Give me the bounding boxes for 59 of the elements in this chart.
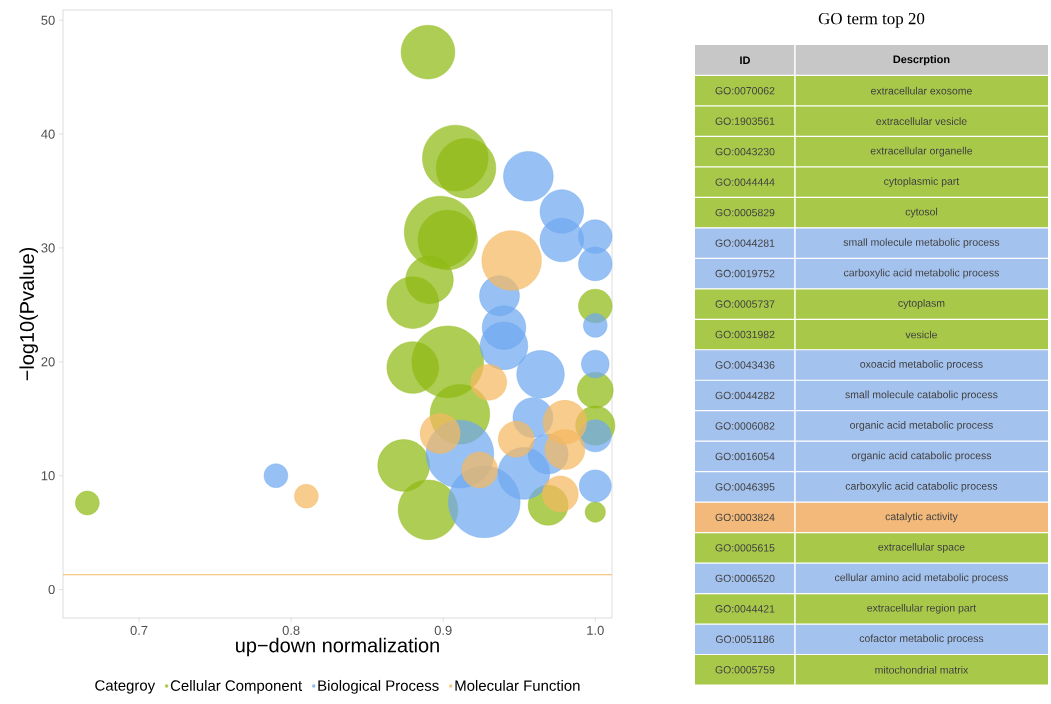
x-tick-label: 0.8 xyxy=(282,625,300,635)
category-label: GO:0003824 xyxy=(715,513,775,522)
category-label: cytoplasmic part xyxy=(884,177,960,188)
category-label: GO:1903561 xyxy=(715,117,775,125)
category-label: extracellular organelle xyxy=(870,146,973,157)
category-label: small molecule metabolic process xyxy=(843,238,1000,248)
category-label: extracellular exosome xyxy=(871,86,972,95)
category-label: oxoacid metabolic process xyxy=(860,360,983,370)
category-label: GO:0044282 xyxy=(715,391,775,400)
y-tick-label: 0 xyxy=(48,584,55,595)
category-label: GO:0044444 xyxy=(715,178,775,186)
category-label: ID xyxy=(740,56,750,64)
category-label: GO:0005737 xyxy=(715,300,775,308)
y-tick-label: 10 xyxy=(41,471,55,481)
category-label: small molecule catabolic process xyxy=(845,390,998,401)
category-label: GO:0019752 xyxy=(715,269,775,278)
legend-label: Molecular Function xyxy=(455,679,580,691)
x-tick-label: 1.0 xyxy=(587,625,604,635)
category-label: Descrption xyxy=(893,55,950,66)
legend-title: Categroy xyxy=(95,680,156,694)
category-label: GO:0051186 xyxy=(715,635,775,643)
text: GO term top 20 xyxy=(818,12,925,28)
category-label: cytosol xyxy=(905,207,938,218)
category-label: GO:0006520 xyxy=(715,574,775,583)
category-label: GO:0044281 xyxy=(715,239,775,247)
x-axis-title: up−down normalization xyxy=(236,637,439,657)
x-tick-label: 0.9 xyxy=(434,625,452,635)
category-label: GO:0043436 xyxy=(715,361,775,369)
category-label: carboxylic acid metabolic process xyxy=(843,268,999,279)
legend-label: Cellular Component xyxy=(170,679,303,694)
category-label: catalytic activity xyxy=(885,512,958,523)
category-label: organic acid metabolic process xyxy=(850,421,993,431)
category-label: GO:0005829 xyxy=(715,208,775,217)
category-label: GO:0046395 xyxy=(715,483,775,491)
category-label: vesicle xyxy=(905,330,937,339)
category-label: mitochondrial matrix xyxy=(875,665,969,674)
category-label: organic acid catabolic process xyxy=(851,451,992,462)
category-label: GO:0005759 xyxy=(715,666,775,674)
category-label: cofactor metabolic process xyxy=(859,634,984,645)
category-label: cellular amino acid metabolic process xyxy=(834,573,1008,584)
y-tick-label: 50 xyxy=(41,15,55,25)
category-label: GO:0070062 xyxy=(715,87,775,95)
category-label: GO:0005615 xyxy=(715,544,775,552)
category-label: GO:0044421 xyxy=(715,605,775,613)
y-tick-label: 20 xyxy=(41,357,55,367)
category-label: extracellular space xyxy=(878,542,965,553)
y-tick-label: 30 xyxy=(41,243,55,253)
x-tick-label: 0.7 xyxy=(130,625,148,635)
y-tick-label: 40 xyxy=(41,129,55,139)
category-label: carboxylic acid catabolic process xyxy=(845,482,998,492)
category-label: GO:0043230 xyxy=(715,147,775,156)
category-label: extracellular vesicle xyxy=(876,117,967,126)
category-label: extracellular region part xyxy=(867,603,977,614)
category-label: cytoplasm xyxy=(898,299,945,309)
category-label: GO:0031982 xyxy=(715,330,775,339)
category-label: GO:0016054 xyxy=(715,452,775,461)
legend-label: Biological Process xyxy=(318,679,439,694)
y-axis-title: −log10(Pvalue) xyxy=(19,247,38,381)
category-label: GO:0006082 xyxy=(715,422,775,430)
